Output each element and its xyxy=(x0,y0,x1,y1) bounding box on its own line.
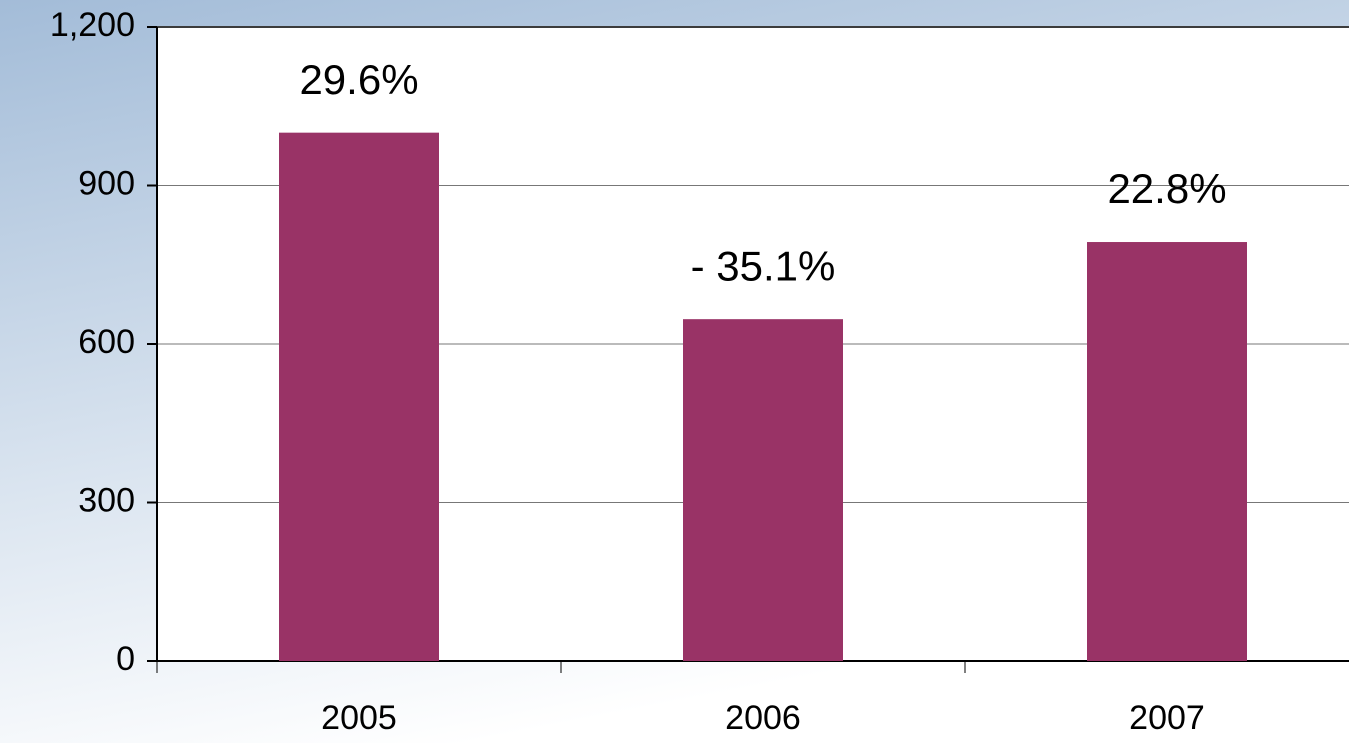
bar xyxy=(279,132,439,661)
annotation: - 35.1% xyxy=(691,242,836,289)
x-tick-label: 2007 xyxy=(1129,699,1205,737)
y-tick-label: 600 xyxy=(78,323,135,361)
y-tick-label: 900 xyxy=(78,164,135,202)
y-tick-label: 300 xyxy=(78,481,135,519)
y-tick-label: 1,200 xyxy=(50,6,135,44)
annotation: 22.8% xyxy=(1107,165,1226,212)
x-tick-label: 2006 xyxy=(725,699,801,737)
y-tick-label: 0 xyxy=(116,640,135,678)
x-tick-label: 2005 xyxy=(321,699,397,737)
bar xyxy=(1087,242,1247,661)
annotation: 29.6% xyxy=(299,56,418,103)
bar xyxy=(683,319,843,661)
